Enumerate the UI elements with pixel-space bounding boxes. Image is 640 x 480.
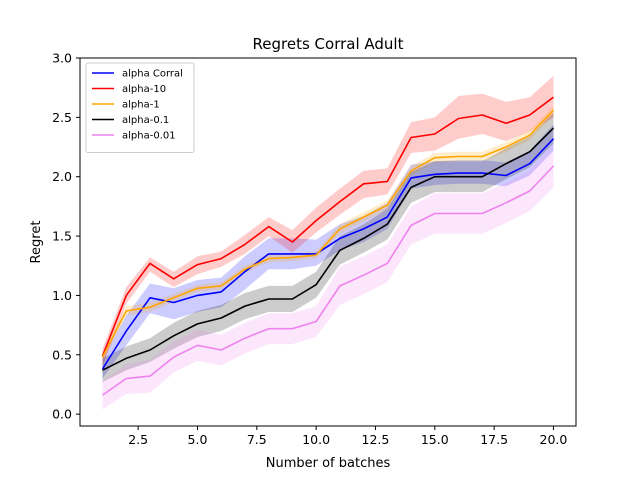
y-tick-label: 3.0 <box>52 51 72 66</box>
line-series-2 <box>101 109 555 358</box>
y-tick-label: 2.0 <box>52 169 72 184</box>
y-tick-label: 1.5 <box>52 229 72 244</box>
line-series-1 <box>101 96 554 357</box>
line-series-0 <box>101 138 555 370</box>
legend-entry-label: alpha Corral <box>122 69 183 80</box>
x-tick-label: 17.5 <box>480 432 508 447</box>
y-tick-label: 0.5 <box>52 347 72 362</box>
line-series-4 <box>102 165 555 396</box>
x-axis-title: Number of batches <box>266 456 391 471</box>
series-lines <box>101 96 555 396</box>
y-tick-label: 0.0 <box>52 407 72 422</box>
legend-entry-label: alpha-1 <box>122 100 160 111</box>
x-tick-label: 15.0 <box>421 432 449 447</box>
band-series-0 <box>102 124 554 379</box>
legend-box <box>85 62 195 153</box>
x-tick-label: 2.5 <box>128 432 148 447</box>
x-tick-label: 12.5 <box>362 432 390 447</box>
y-axis-ticks: 0.0 0.5 1.0 1.5 2.0 2.5 3.0 <box>52 51 80 422</box>
x-tick-label: 7.5 <box>247 432 267 447</box>
legend-entry-label: alpha-0.01 <box>122 131 176 142</box>
band-series-4 <box>102 144 554 410</box>
legend: alpha Corral alpha-10 alpha-1 alpha-0.1 alph… <box>85 62 195 153</box>
x-tick-label: 5.0 <box>188 432 208 447</box>
y-tick-label: 2.5 <box>52 110 72 125</box>
chart-title: Regrets Corral Adult <box>253 35 404 53</box>
x-tick-label: 10.0 <box>302 432 330 447</box>
band-series-3 <box>102 112 554 383</box>
band-series-1 <box>102 75 554 367</box>
confidence-bands <box>102 75 554 410</box>
x-tick-label: 20.0 <box>540 432 568 447</box>
y-axis-title: Regret <box>29 221 44 264</box>
legend-entry-label: alpha-10 <box>122 84 166 95</box>
x-axis-ticks: 2.5 5.0 7.5 10.0 12.5 15.0 17.5 20.0 <box>128 426 567 447</box>
legend-entry-label: alpha-0.1 <box>122 115 169 126</box>
plot-area-frame <box>79 57 577 427</box>
y-tick-label: 1.0 <box>52 288 72 303</box>
line-series-3 <box>102 127 555 371</box>
